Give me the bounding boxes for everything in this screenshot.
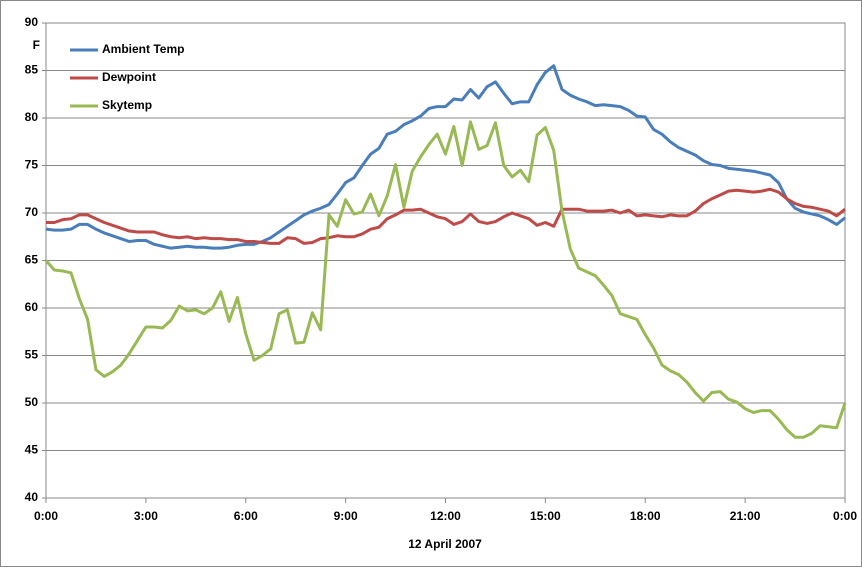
- y-tick-label: 70: [25, 205, 39, 219]
- x-axis-label: 12 April 2007: [408, 537, 482, 551]
- y-tick-label: 45: [25, 443, 39, 457]
- x-tick-label: 15:00: [530, 509, 561, 523]
- y-axis-label: F: [33, 38, 40, 52]
- x-tick-label: 18:00: [630, 509, 661, 523]
- x-tick-label: 12:00: [430, 509, 461, 523]
- series-line: [45, 64, 846, 250]
- x-tick-label: 3:00: [134, 509, 158, 523]
- y-tick-label: 40: [25, 490, 39, 504]
- series-line: [44, 120, 847, 439]
- y-tick-label: 60: [25, 300, 39, 314]
- x-tick-label: 6:00: [234, 509, 258, 523]
- x-tick-label: 9:00: [334, 509, 358, 523]
- legend-label: Dewpoint: [102, 70, 156, 84]
- x-tick-label: 21:00: [730, 509, 761, 523]
- y-tick-label: 50: [25, 395, 39, 409]
- y-tick-label: 85: [25, 63, 39, 77]
- series-line: [46, 187, 846, 245]
- y-tick-label: 55: [25, 348, 39, 362]
- y-tick-label: 80: [25, 110, 39, 124]
- x-tick-label: 0:00: [34, 509, 58, 523]
- y-tick-label: 65: [25, 253, 39, 267]
- legend-label: Ambient Temp: [102, 42, 184, 56]
- y-tick-label: 75: [25, 158, 39, 172]
- x-tick-label: 0:00: [833, 509, 857, 523]
- legend-label: Skytemp: [102, 98, 152, 112]
- y-tick-label: 90: [25, 15, 39, 29]
